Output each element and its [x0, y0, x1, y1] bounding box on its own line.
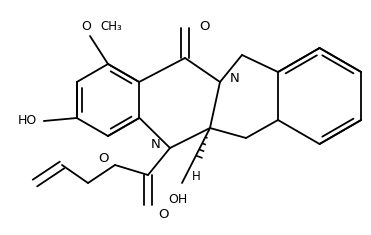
- Text: H: H: [192, 170, 200, 183]
- Text: N: N: [150, 137, 160, 150]
- Text: O: O: [158, 208, 168, 221]
- Text: OH: OH: [168, 193, 188, 206]
- Text: HO: HO: [17, 114, 37, 128]
- Text: CH₃: CH₃: [100, 20, 122, 32]
- Text: O: O: [98, 152, 109, 164]
- Text: O: O: [81, 20, 91, 32]
- Text: N: N: [230, 71, 240, 85]
- Text: O: O: [199, 20, 210, 32]
